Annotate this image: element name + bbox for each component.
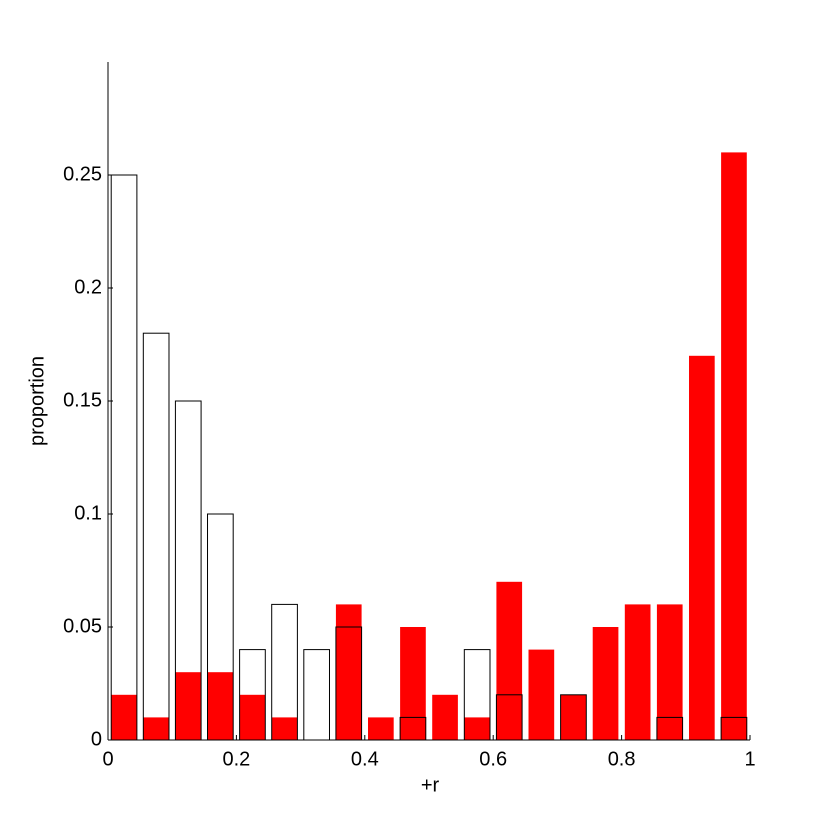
- bar: [142, 332, 170, 741]
- bar: [592, 627, 619, 740]
- bar: [368, 717, 394, 740]
- bar: [689, 355, 715, 740]
- bar: [111, 694, 137, 740]
- bar: [175, 672, 202, 740]
- bar: [303, 649, 330, 741]
- x-tick-label: 0.4: [351, 748, 379, 770]
- y-tick-label: 0.25: [63, 163, 102, 185]
- y-tick-label: 0.05: [63, 615, 102, 637]
- bar: [239, 694, 266, 740]
- x-tick-label: 1: [744, 748, 755, 770]
- bar: [271, 717, 298, 740]
- x-tick-label: 0.6: [479, 748, 507, 770]
- bar: [496, 581, 523, 740]
- bar: [432, 694, 458, 740]
- bar: [656, 604, 683, 740]
- y-tick-label: 0.15: [63, 389, 102, 411]
- bar: [143, 717, 169, 740]
- bar: [110, 174, 138, 741]
- bar: [721, 152, 747, 740]
- bar: [624, 604, 651, 740]
- bar: [560, 694, 587, 740]
- x-tick-label: 0.8: [608, 748, 636, 770]
- bar: [207, 672, 234, 740]
- y-axis-label: proportion: [26, 356, 48, 446]
- bar: [528, 649, 555, 740]
- y-tick-label: 0: [91, 728, 102, 750]
- bar: [400, 627, 426, 740]
- bar: [464, 717, 490, 740]
- x-tick-label: 0.2: [222, 748, 250, 770]
- x-axis-label: +r: [421, 774, 440, 796]
- y-tick-label: 0.1: [74, 502, 102, 524]
- y-tick-label: 0.2: [74, 276, 102, 298]
- x-tick-label: 0: [102, 748, 113, 770]
- bar: [335, 604, 362, 740]
